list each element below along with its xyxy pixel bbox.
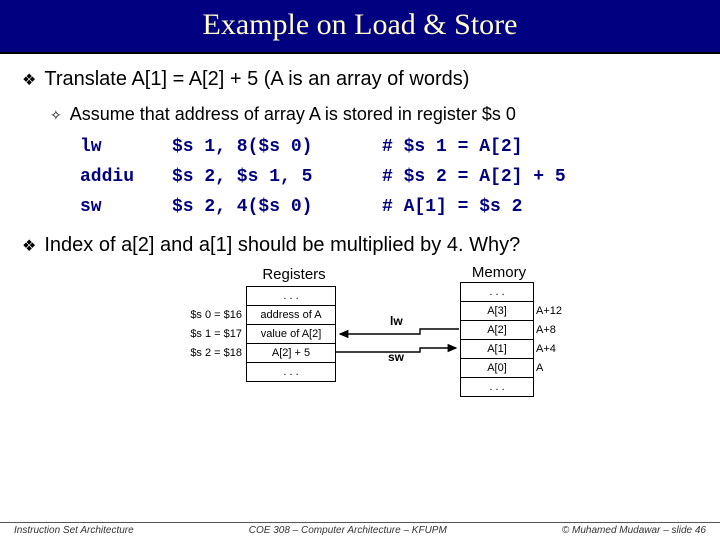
footer-left: Instruction Set Architecture xyxy=(14,525,134,536)
bullet1-code: A[1] = A[2] + 5 xyxy=(131,68,258,90)
register-labels: $s 0 = $16 $s 1 = $17 $s 2 = $18 xyxy=(180,306,242,363)
sub1-text: Assume that address of array A is stored… xyxy=(70,104,516,125)
code-row: lw$s 1, 8($s 0)# $s 1 = A[2] xyxy=(80,132,622,162)
sub-bullet-assume: ✧ Assume that address of array A is stor… xyxy=(50,104,698,126)
code-block: lw$s 1, 8($s 0)# $s 1 = A[2] addiu$s 2, … xyxy=(80,132,622,222)
code-args: $s 1, 8($s 0) xyxy=(172,132,382,162)
footer-right: © Muhamed Mudawar – slide 46 xyxy=(562,525,706,536)
code-op: sw xyxy=(80,192,172,222)
bullet1-pre: Translate xyxy=(44,68,131,90)
sw-label: sw xyxy=(388,350,404,364)
mem-cell: A[2] xyxy=(461,321,533,340)
reg-label: $s 1 = $17 xyxy=(180,325,242,344)
registers-title: Registers xyxy=(250,266,338,283)
memory-diagram: Registers Memory $s 0 = $16 $s 1 = $17 $… xyxy=(22,266,698,456)
diamond-icon: ❖ xyxy=(22,68,36,94)
memory-title: Memory xyxy=(464,264,534,281)
lw-label: lw xyxy=(390,314,403,328)
code-args: $s 2, $s 1, 5 xyxy=(172,162,382,192)
code-row: addiu$s 2, $s 1, 5# $s 2 = A[2] + 5 xyxy=(80,162,622,192)
mem-addr-item: A+8 xyxy=(536,321,562,340)
slide-body: ❖ Translate A[1] = A[2] + 5 (A is an arr… xyxy=(0,54,720,456)
mem-cell: A[3] xyxy=(461,302,533,321)
mem-cell: . . . xyxy=(461,378,533,396)
code-args: $s 2, 4($s 0) xyxy=(172,192,382,222)
diamond-icon: ❖ xyxy=(22,234,36,260)
registers-box: . . . address of A value of A[2] A[2] + … xyxy=(246,286,336,382)
reg-label: $s 0 = $16 xyxy=(180,306,242,325)
mem-cell: . . . xyxy=(461,283,533,302)
memory-addresses: A+12 A+8 A+4 A xyxy=(536,302,562,378)
code-op: addiu xyxy=(80,162,172,192)
reg-label: $s 2 = $18 xyxy=(180,344,242,363)
mem-addr-item: A+12 xyxy=(536,302,562,321)
code-row: sw$s 2, 4($s 0)# A[1] = $s 2 xyxy=(80,192,622,222)
reg-cell: . . . xyxy=(247,363,335,381)
memory-box: . . . A[3] A[2] A[1] A[0] . . . xyxy=(460,282,534,397)
footer-center: COE 308 – Computer Architecture – KFUPM xyxy=(249,525,447,536)
mem-addr-item: A xyxy=(536,359,562,378)
reg-cell: value of A[2] xyxy=(247,325,335,344)
code-comment: # $s 2 = A[2] + 5 xyxy=(382,162,622,192)
reg-cell: address of A xyxy=(247,306,335,325)
mem-cell: A[1] xyxy=(461,340,533,359)
bullet-translate: ❖ Translate A[1] = A[2] + 5 (A is an arr… xyxy=(22,68,698,94)
code-comment: # $s 1 = A[2] xyxy=(382,132,622,162)
mem-addr-item: A+4 xyxy=(536,340,562,359)
reg-cell: A[2] + 5 xyxy=(247,344,335,363)
diamond-open-icon: ✧ xyxy=(50,104,62,126)
code-comment: # A[1] = $s 2 xyxy=(382,192,622,222)
bullet2-text: Index of a[2] and a[1] should be multipl… xyxy=(44,234,520,257)
slide-title: Example on Load & Store xyxy=(0,0,720,54)
bullet-index: ❖ Index of a[2] and a[1] should be multi… xyxy=(22,234,698,260)
mem-cell: A[0] xyxy=(461,359,533,378)
slide-footer: Instruction Set Architecture COE 308 – C… xyxy=(0,522,720,536)
code-op: lw xyxy=(80,132,172,162)
arrows-svg xyxy=(22,266,720,456)
reg-cell: . . . xyxy=(247,287,335,306)
bullet1-post: (A is an array of words) xyxy=(258,68,469,90)
